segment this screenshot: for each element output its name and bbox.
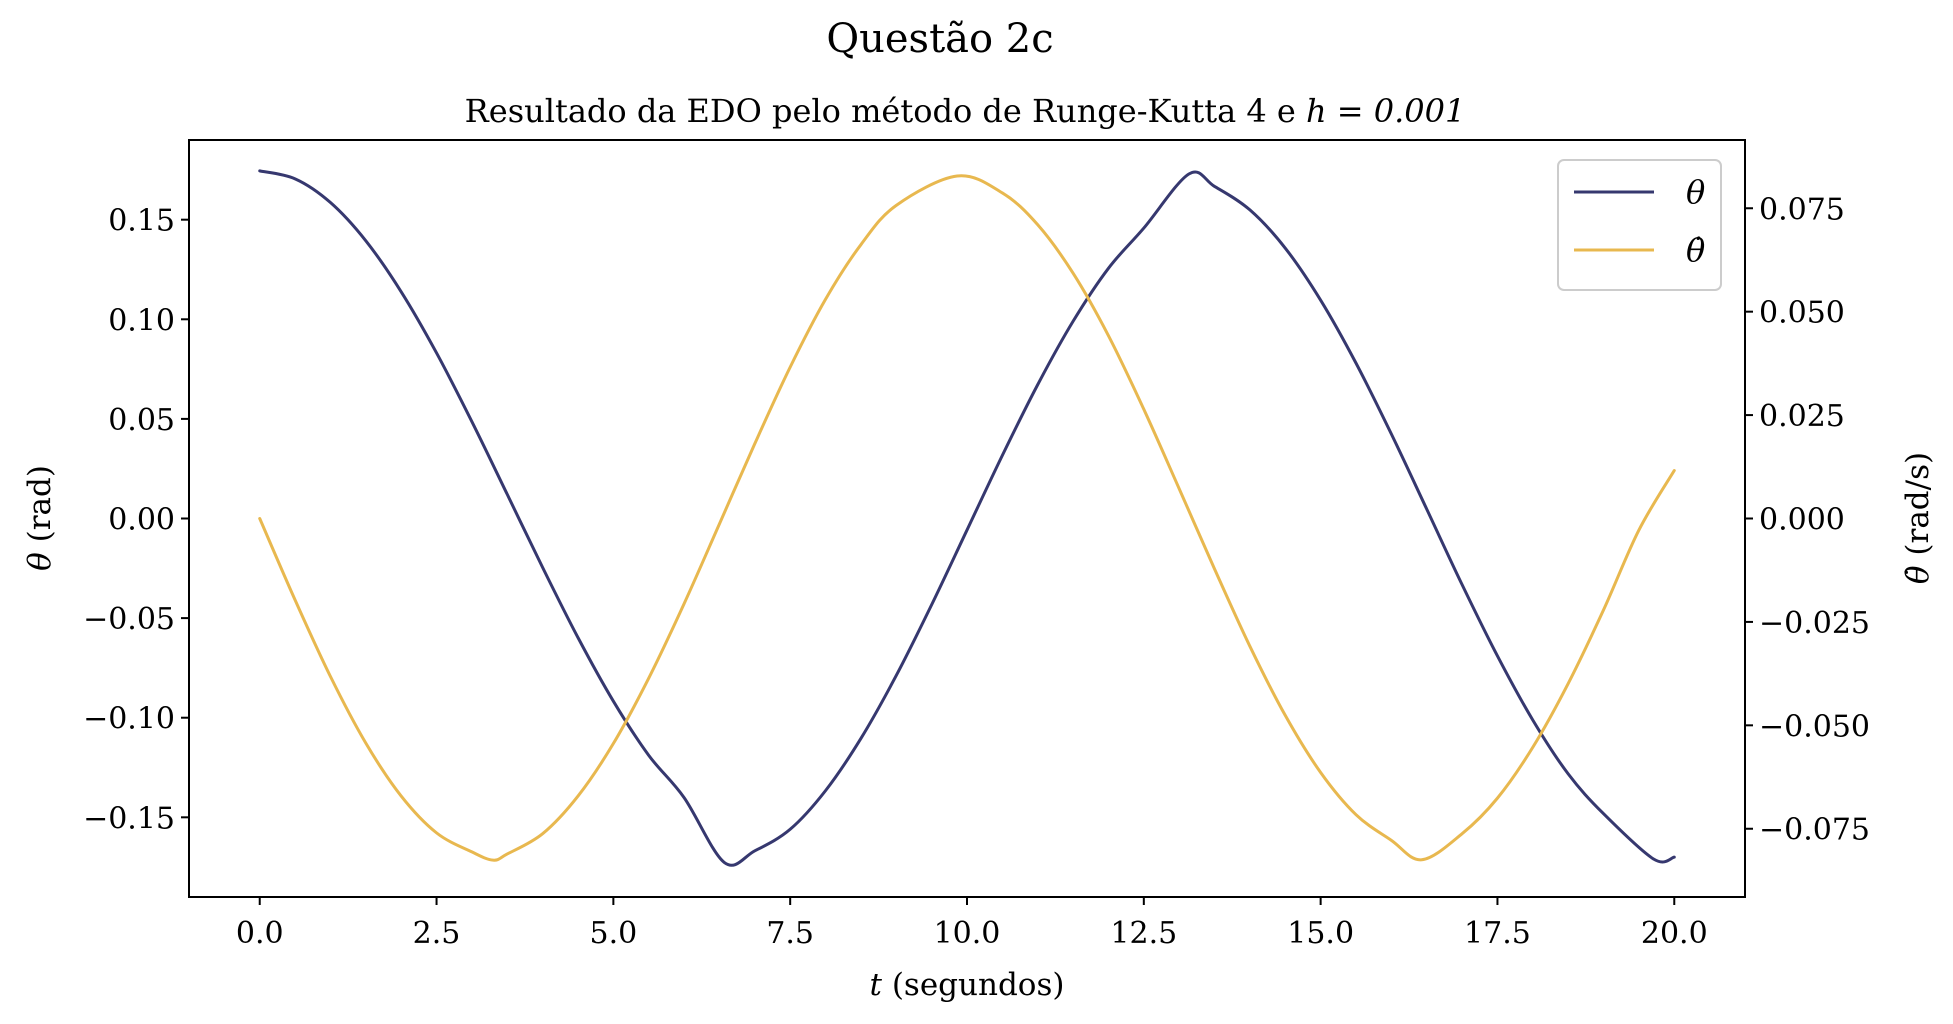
x-axis-ticks: 0.0 2.5 5.0 7.5 10.0 12.5 15.0 17.5 20.0	[236, 897, 1708, 951]
left-y-tick-label: 0.00	[108, 503, 175, 538]
left-y-tick-label: −0.10	[83, 702, 175, 737]
right-y-axis-ticks: 0.075 0.050 0.025 0.000 −0.025 −0.050 −0.075	[1745, 192, 1870, 848]
right-y-tick-label: 0.025	[1759, 399, 1845, 434]
right-y-axis-label-unit: (rad/s)	[1900, 452, 1936, 566]
left-y-tick-label: −0.05	[83, 602, 175, 637]
series-layer	[258, 169, 1676, 867]
right-y-tick-label: −0.050	[1759, 709, 1870, 744]
x-axis-label-unit: (segundos)	[882, 967, 1065, 1003]
right-y-axis-label: θ̇ (rad/s)	[1900, 452, 1936, 584]
chart-suptitle: Questão 2c	[826, 16, 1053, 62]
right-y-tick-label: 0.075	[1759, 192, 1845, 227]
right-y-tick-label: −0.075	[1759, 813, 1870, 848]
left-y-axis-label-unit: (rad)	[22, 465, 58, 552]
right-y-tick-label: 0.050	[1759, 296, 1845, 331]
x-tick-label: 2.5	[413, 916, 461, 951]
legend-label: θ	[1686, 173, 1705, 211]
left-y-axis-label-var: θ	[22, 552, 58, 571]
left-y-tick-label: 0.05	[108, 403, 175, 438]
chart-title-text: Resultado da EDO pelo método de Runge-Ku…	[465, 92, 1306, 130]
chart-title-math: h = 0.001	[1306, 92, 1465, 130]
x-axis-label-var: t	[870, 967, 883, 1003]
left-y-tick-label: −0.15	[83, 801, 175, 836]
left-y-axis-ticks: 0.15 0.10 0.05 0.00 −0.05 −0.10 −0.15	[83, 204, 189, 836]
left-y-tick-label: 0.10	[108, 303, 175, 338]
x-tick-label: 12.5	[1110, 916, 1177, 951]
x-axis-label: t (segundos)	[870, 967, 1065, 1003]
right-y-tick-label: −0.025	[1759, 606, 1870, 641]
plot-area-frame	[188, 139, 1746, 898]
left-y-axis-label: θ (rad)	[22, 465, 58, 571]
chart-title: Resultado da EDO pelo método de Runge-Ku…	[465, 92, 1466, 130]
right-y-axis-label-var: θ̇	[1900, 565, 1936, 584]
x-tick-label: 20.0	[1641, 916, 1708, 951]
x-tick-label: 17.5	[1464, 916, 1531, 951]
x-tick-label: 5.0	[590, 916, 638, 951]
x-tick-label: 7.5	[766, 916, 814, 951]
legend: θ θ̇	[1557, 159, 1722, 291]
left-y-tick-label: 0.15	[108, 204, 175, 239]
x-tick-label: 0.0	[236, 916, 284, 951]
x-tick-label: 10.0	[934, 916, 1001, 951]
legend-label: θ̇	[1686, 231, 1705, 269]
x-tick-label: 15.0	[1287, 916, 1354, 951]
series-line-theta-dot	[258, 174, 1676, 862]
right-y-tick-label: 0.000	[1759, 503, 1845, 538]
series-line-theta	[258, 169, 1676, 867]
